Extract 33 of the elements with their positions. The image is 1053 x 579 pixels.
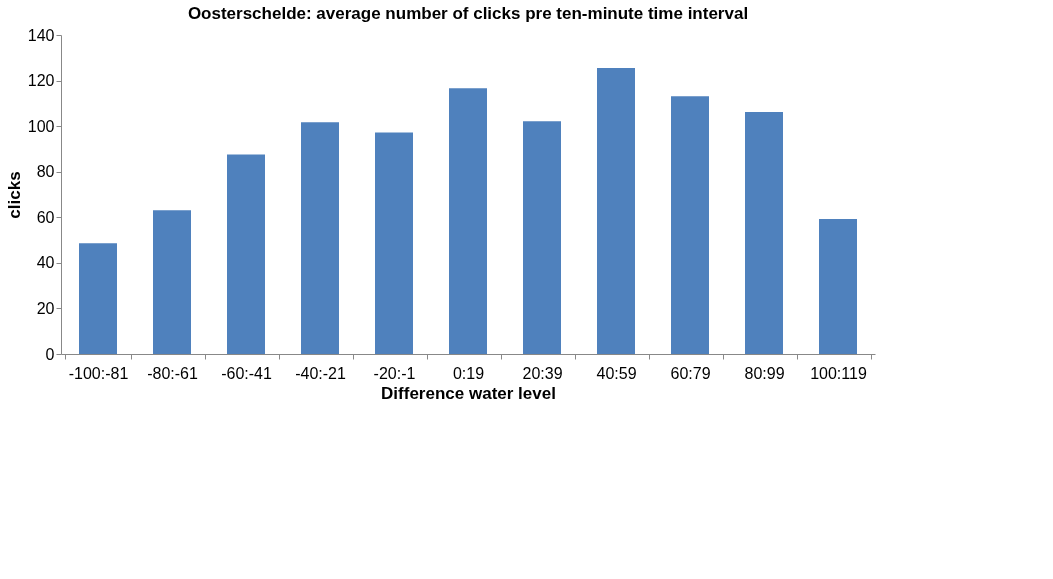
x-tick-label: 0:19	[452, 364, 485, 382]
y-tick-label: 80	[36, 163, 55, 181]
bar	[745, 112, 783, 354]
x-tick-label: -60:-41	[221, 364, 272, 382]
x-axis-title: Difference water level	[381, 383, 556, 403]
y-tick-label: 120	[27, 72, 55, 90]
bar	[301, 122, 339, 354]
bar	[79, 243, 117, 354]
x-tick-label: -100:-81	[68, 364, 129, 382]
bar	[375, 132, 413, 354]
y-axis-title: clicks	[4, 171, 24, 219]
x-tick-label: -20:-1	[373, 364, 416, 382]
bar	[671, 96, 709, 354]
bar	[597, 68, 635, 354]
y-tick-label: 0	[45, 345, 55, 363]
y-tick-label: 100	[27, 117, 55, 135]
y-tick-label: 140	[27, 26, 55, 44]
x-tick-label: 80:99	[744, 364, 785, 382]
bar	[227, 154, 265, 354]
y-tick-label: 40	[36, 254, 55, 272]
y-tick-label: 60	[36, 208, 55, 226]
bar	[523, 121, 561, 354]
bar	[153, 210, 191, 354]
x-tick-label: 100:119	[810, 364, 867, 382]
x-tick-label: -80:-61	[147, 364, 198, 382]
chart-title: Oosterschelde: average number of clicks pre ten-minute time interval	[187, 4, 749, 23]
bar	[449, 88, 487, 354]
x-tick-label: -40:-21	[295, 364, 346, 382]
x-tick-label: 20:39	[522, 364, 563, 382]
y-tick-label: 20	[36, 299, 55, 317]
bar	[819, 218, 857, 354]
x-tick-label: 60:79	[670, 364, 711, 382]
x-tick-label: 40:59	[596, 364, 637, 382]
